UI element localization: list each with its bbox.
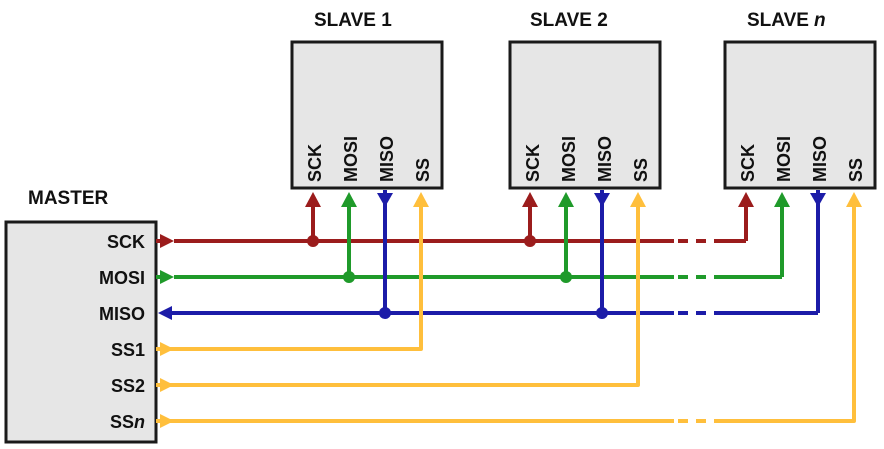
slave-n-pin-mosi: MOSI — [774, 136, 794, 182]
master-pin-mosi: MOSI — [99, 268, 145, 288]
slave-n-pin-miso: MISO — [810, 136, 830, 182]
miso-master-arrow — [158, 306, 172, 320]
slave-n-device: SLAVE n SCK MOSI MISO SS — [723, 10, 877, 190]
slave-n-title-label: SLAVE — [747, 10, 809, 31]
mosi-junction-2 — [560, 271, 572, 283]
slave-1-device: SLAVE 1 SCK MOSI MISO SS — [290, 10, 444, 190]
ss2-line — [156, 205, 640, 387]
mosi-arrow-slave-n — [774, 192, 790, 207]
sck-arrow-slave-2 — [522, 192, 538, 207]
master-pin-ssn-label: SS — [110, 412, 134, 432]
mosi-arrow-slave-2 — [558, 192, 574, 207]
slave-n-pin-ss: SS — [846, 158, 866, 182]
sck-bus — [156, 192, 754, 248]
slave-1-pin-sck: SCK — [305, 144, 325, 182]
ss-lines — [156, 192, 862, 428]
ss1-line — [156, 205, 423, 351]
sck-arrow-slave-1 — [305, 192, 321, 207]
mosi-master-arrow — [160, 270, 174, 284]
slave-1-title: SLAVE 1 — [314, 10, 392, 31]
miso-junction-2 — [596, 307, 608, 319]
slave-2-pin-sck: SCK — [523, 144, 543, 182]
mosi-junction-1 — [343, 271, 355, 283]
sck-arrow-slave-n — [738, 192, 754, 207]
master-pin-ssn: SSn — [110, 412, 145, 432]
miso-bus — [158, 190, 826, 320]
slave-n-title: SLAVE n — [747, 10, 826, 31]
ssn-arrow-slave-n — [846, 192, 862, 207]
ss2-arrow-slave-2 — [630, 192, 646, 207]
master-pin-ss1: SS1 — [111, 340, 145, 360]
slave-n-box — [723, 40, 877, 190]
miso-arrow-slave-1 — [377, 193, 393, 207]
miso-arrow-slave-n — [810, 193, 826, 207]
slave-2-device: SLAVE 2 SCK MOSI MISO SS — [508, 10, 662, 190]
slave-2-box — [508, 40, 662, 190]
master-pin-miso: MISO — [99, 304, 145, 324]
mosi-arrow-slave-1 — [341, 192, 357, 207]
slave-n-pin-sck: SCK — [738, 144, 758, 182]
master-box — [4, 220, 158, 444]
master-device: MASTER SCK MOSI MISO SS1 SS2 SSn — [4, 188, 158, 444]
master-pin-ssn-suffix: n — [134, 412, 145, 432]
ssn-line-end — [724, 205, 856, 423]
slave-2-pin-miso: MISO — [595, 136, 615, 182]
master-title: MASTER — [28, 188, 109, 209]
slave-1-pin-ss: SS — [413, 158, 433, 182]
mosi-bus — [156, 192, 790, 284]
slave-1-pin-mosi: MOSI — [341, 136, 361, 182]
miso-junction-1 — [379, 307, 391, 319]
sck-junction-2 — [524, 235, 536, 247]
slave-2-pin-mosi: MOSI — [559, 136, 579, 182]
slave-1-box — [290, 40, 444, 190]
slave-2-title: SLAVE 2 — [530, 10, 608, 31]
slave-1-pin-miso: MISO — [377, 136, 397, 182]
ss1-arrow-slave-1 — [413, 192, 429, 207]
sck-junction-1 — [307, 235, 319, 247]
master-pin-sck: SCK — [107, 232, 145, 252]
master-pin-ss2: SS2 — [111, 376, 145, 396]
sck-master-arrow — [160, 234, 174, 248]
slave-2-pin-ss: SS — [631, 158, 651, 182]
miso-arrow-slave-2 — [594, 193, 610, 207]
slave-n-title-suffix: n — [814, 10, 826, 31]
